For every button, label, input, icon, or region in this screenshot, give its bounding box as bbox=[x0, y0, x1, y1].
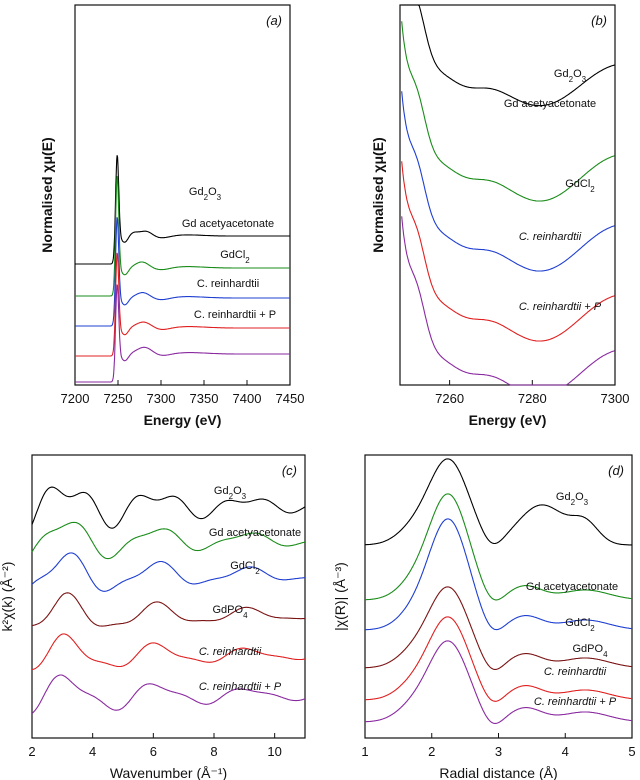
series-line bbox=[75, 252, 290, 357]
series-label: C. reinhardtii + P bbox=[534, 696, 617, 708]
series-line bbox=[365, 616, 632, 702]
series-label: GdPO4 bbox=[572, 643, 608, 659]
x-tick-label: 1 bbox=[361, 744, 368, 759]
series-label: Gd acetyacetonate bbox=[526, 581, 618, 593]
series-line bbox=[75, 155, 290, 265]
x-axis-label: Energy (eV) bbox=[469, 412, 547, 428]
y-axis-label: Normalised χμ(E) bbox=[370, 137, 386, 252]
x-tick-label: 7450 bbox=[276, 391, 305, 406]
x-tick-label: 10 bbox=[267, 744, 281, 759]
series-line bbox=[401, 4, 615, 107]
series-label: C. reinhardtii + P bbox=[199, 681, 282, 693]
series-line bbox=[401, 216, 615, 386]
series-line bbox=[31, 552, 306, 592]
series-line bbox=[31, 674, 306, 714]
series-label: Gd2O3 bbox=[554, 68, 587, 84]
series-line bbox=[401, 91, 615, 272]
series-label: C. reinhardtii bbox=[544, 666, 607, 678]
x-tick-label: 7300 bbox=[147, 391, 176, 406]
series-label: C. reinhardtii bbox=[519, 231, 582, 243]
y-axis-label: k²χ(k) (Å⁻²) bbox=[0, 562, 15, 632]
series-label: Gd acetyacetonate bbox=[182, 218, 274, 230]
x-tick-label: 3 bbox=[495, 744, 502, 759]
plot-frame bbox=[399, 4, 616, 386]
x-tick-label: 2 bbox=[428, 744, 435, 759]
series-line bbox=[31, 486, 306, 529]
x-tick-label: 2 bbox=[28, 744, 35, 759]
series-line bbox=[401, 21, 615, 202]
series-label: Gd acetyacetonate bbox=[209, 527, 301, 539]
series-label: GdCl2 bbox=[565, 178, 595, 194]
x-tick-label: 6 bbox=[150, 744, 157, 759]
series-label: GdCl2 bbox=[230, 560, 260, 576]
series-line bbox=[31, 592, 306, 627]
series-label: Gd2O3 bbox=[556, 491, 589, 507]
plot-frame bbox=[74, 4, 291, 386]
y-axis-label: Normalised χμ(E) bbox=[39, 137, 55, 252]
panel-a: 7200 7250 7300 7350 7400 7450 Energy (eV) Norma… bbox=[39, 4, 305, 428]
x-tick-label: 7300 bbox=[601, 391, 630, 406]
series-line bbox=[31, 633, 306, 671]
series-line bbox=[365, 493, 632, 601]
x-axis-label: Wavenumber (Å⁻¹) bbox=[110, 765, 227, 780]
series-label: Gd2O3 bbox=[189, 186, 222, 202]
x-tick-label: 7350 bbox=[190, 391, 219, 406]
series-label: GdCl2 bbox=[565, 617, 595, 633]
x-axis-label: Radial distance (Å) bbox=[439, 765, 557, 780]
series-label: C. reinhardtii + P bbox=[519, 301, 602, 313]
series-label: C. reinhardtii bbox=[199, 646, 262, 658]
panel-c: 2 4 6 8 10 Wavenumber (Å⁻¹) k²χ(k) (Å⁻²) (c) Gd2… bbox=[0, 454, 306, 780]
x-tick-label: 8 bbox=[210, 744, 217, 759]
series-label: Gd acetyacetonate bbox=[504, 98, 596, 110]
x-tick-label: 5 bbox=[628, 744, 635, 759]
panel-b: 7260 7280 7300 Energy (eV) Normalised χμ(E) (… bbox=[370, 4, 630, 428]
series-line bbox=[75, 284, 290, 383]
x-tick-label: 7400 bbox=[233, 391, 262, 406]
series-line bbox=[365, 518, 632, 631]
panel-label: (a) bbox=[266, 13, 282, 28]
x-axis-label: Energy (eV) bbox=[144, 412, 222, 428]
series-label: C. reinhardtii + P bbox=[194, 309, 276, 321]
x-tick-label: 7280 bbox=[518, 391, 547, 406]
y-axis-label: |χ(R)| (Å⁻³) bbox=[332, 562, 348, 631]
series-line bbox=[365, 458, 632, 546]
x-tick-label: 4 bbox=[89, 744, 96, 759]
x-tick-label: 7250 bbox=[104, 391, 133, 406]
series-label: GdPO4 bbox=[212, 604, 248, 620]
series-line bbox=[365, 586, 632, 670]
plot-frame bbox=[31, 454, 306, 739]
x-tick-label: 7260 bbox=[435, 391, 464, 406]
series-line bbox=[401, 161, 615, 342]
series-label: Gd2O3 bbox=[214, 485, 247, 501]
x-tick-label: 7200 bbox=[61, 391, 90, 406]
panel-label: (d) bbox=[608, 463, 624, 478]
series-line bbox=[75, 175, 290, 297]
panel-d: 1 2 3 4 5 Radial distance (Å) |χ(R)| (Å⁻³) (d) G… bbox=[332, 454, 636, 780]
series-label: C. reinhardtii bbox=[197, 278, 259, 290]
panel-label: (b) bbox=[591, 13, 607, 28]
series-line bbox=[75, 217, 290, 327]
series-label: GdCl2 bbox=[220, 249, 250, 265]
series-line bbox=[31, 521, 306, 560]
x-tick-label: 4 bbox=[562, 744, 569, 759]
series-line bbox=[365, 640, 632, 724]
panel-label: (c) bbox=[282, 463, 297, 478]
